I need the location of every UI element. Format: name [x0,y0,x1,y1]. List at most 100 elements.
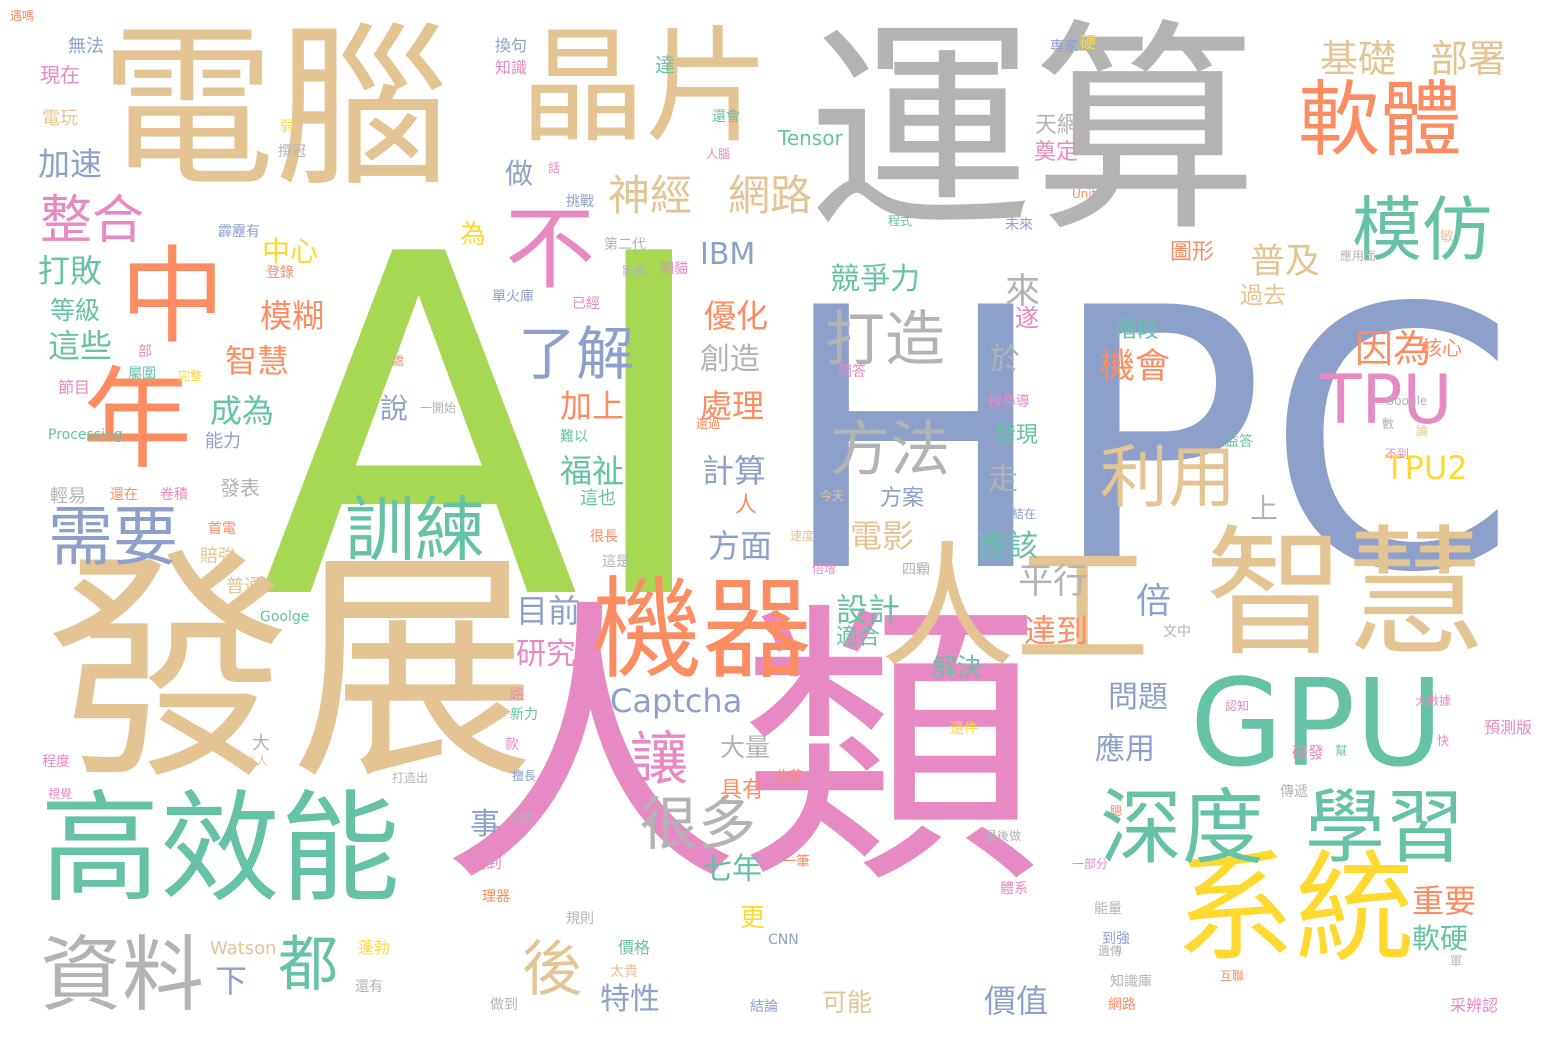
cloud-word: 都 [278,930,338,1000]
cloud-word: 資料 [40,928,205,1023]
cloud-word: 處理 [700,387,765,425]
cloud-word: 換句 [495,36,528,55]
cloud-word: 提到 [470,853,503,872]
cloud-word: 網路 [728,171,813,220]
cloud-word: 節目 [58,378,91,397]
cloud-word: 遂 [1015,304,1039,332]
cloud-word: 晶片 [520,15,770,160]
cloud-word: 系統 [1175,840,1415,979]
cloud-word: 整合 [40,191,145,251]
cloud-word: 軟體 [1298,73,1463,168]
cloud-word: 部 [138,344,152,360]
cloud-word: 深度 [1100,781,1265,876]
cloud-word: 能力 [205,431,241,452]
cloud-word: 打造出 [392,771,429,785]
cloud-word: 平行 [1018,562,1089,602]
cloud-word: 方法 [830,415,950,485]
cloud-word: 因為 [1355,327,1432,371]
cloud-word: 認知 [1225,699,1250,713]
cloud-word: 普及 [1250,242,1321,282]
cloud-word: 價格 [618,938,651,957]
cloud-word: 知識庫 [1110,974,1152,990]
cloud-word: 敏 [1440,229,1454,245]
cloud-word: 問題 [1108,680,1168,715]
cloud-word: 一筆 [782,854,810,870]
cloud-word: 這是 [602,554,630,570]
cloud-word: 屬圍 [128,366,156,382]
cloud-word: GPU [1190,655,1444,794]
cloud-word: IBM [700,237,756,272]
cloud-word: 了解 [518,320,635,388]
cloud-word: 設計 [836,591,901,629]
cloud-word: 一部分 [1072,857,1109,871]
cloud-word: 能量 [1094,901,1122,917]
cloud-word: 遺傳 [1098,944,1123,958]
cloud-word: 處 [392,354,405,368]
cloud-word: 年 [82,356,192,484]
cloud-word: 基礎 [1320,37,1397,81]
cloud-word: 今天 [820,489,845,503]
cloud-word: 結論 [750,999,778,1015]
cloud-word: Tensor [778,126,843,150]
cloud-word: 還件 [950,721,978,737]
cloud-word: 智慧 [225,342,290,380]
cloud-word: 一開始 [420,401,457,415]
cloud-word: TPU2 [1385,449,1468,487]
cloud-word: 倍 [1136,582,1172,622]
cloud-word: 首電 [208,521,236,537]
cloud-word: 問答 [838,364,866,380]
cloud-word: 來 [1005,272,1041,312]
cloud-word: 利用 [1100,439,1237,518]
cloud-word: 模仿 [1352,189,1492,271]
cloud-word: 價值 [984,982,1049,1020]
cloud-word: 於 [990,342,1020,377]
cloud-word: 速度 [790,529,815,543]
cloud-word: 高效能 [40,780,400,919]
cloud-word: 為 [460,220,487,250]
cloud-word: 需要 [48,500,179,575]
cloud-word: 擅長 [512,769,537,783]
cloud-word: 特性 [600,982,660,1017]
cloud-word: 快 [1437,734,1450,748]
cloud-word: 加上 [560,387,625,425]
cloud-word: 發表 [220,476,260,500]
cloud-word: 做到 [490,997,518,1013]
cloud-word: 人 [735,493,758,518]
cloud-word: 挑戰 [566,194,594,210]
cloud-word: 福祉 [560,452,625,490]
cloud-word: Watson [210,938,277,959]
cloud-word: 創造 [700,342,760,377]
cloud-word: 單火庫 [492,289,534,305]
cloud-word: 計算 [702,452,767,490]
cloud-word: 機器 [592,566,812,694]
cloud-word: 等級 [50,296,101,325]
cloud-word: 可能 [822,988,873,1017]
cloud-word: 四顆 [902,562,930,578]
cloud-word: 預測版 [1484,718,1533,737]
cloud-word: 大量 [720,733,771,762]
cloud-word: 遇嗎 [10,9,35,23]
cloud-word: 完整 [178,369,203,383]
cloud-word: 論 [1416,424,1429,438]
cloud-word: 文中 [1163,624,1191,640]
cloud-word: Unit [1072,187,1097,201]
cloud-word: 神經 [608,171,693,220]
cloud-word: 現在 [40,63,80,87]
cloud-word: 還有 [355,979,383,995]
cloud-word: 學習 [1305,781,1465,874]
cloud-word: 核心 [1422,336,1462,360]
cloud-word: 方面 [708,527,773,565]
cloud-word: 知識 [495,58,528,77]
cloud-word: 大 [252,733,270,754]
cloud-word: 到強 [1102,931,1130,947]
cloud-word: 智慧 [1205,513,1486,676]
cloud-word: 重要 [1412,882,1477,920]
cloud-word: 七年 [702,852,762,887]
cloud-word: 此花 [775,769,803,785]
cloud-word: 應用 [1095,732,1155,767]
cloud-word: 發現 [994,423,1039,448]
cloud-word: 總結在 [1000,507,1037,521]
cloud-word: 研究 [516,637,576,672]
cloud-word: 下 [215,962,248,1000]
cloud-word: 打敗 [38,252,103,290]
